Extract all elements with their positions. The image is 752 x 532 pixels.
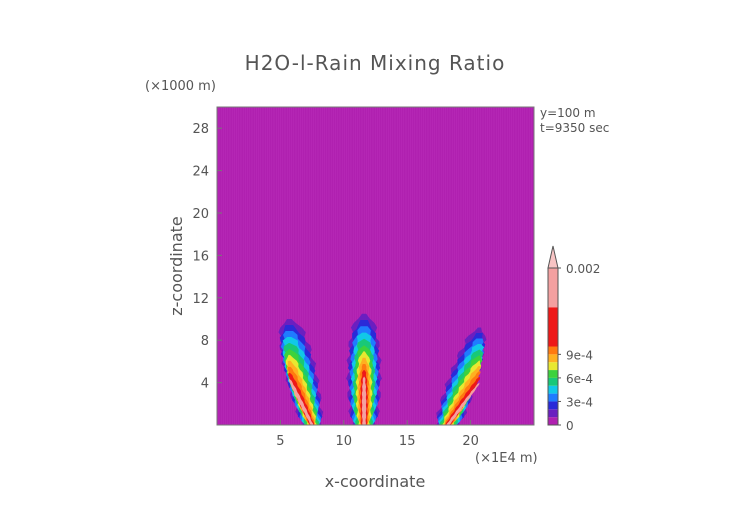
y-tick-label: 12 [192, 292, 209, 307]
plume-right-level-10 [446, 382, 480, 425]
y-tick-label: 16 [192, 249, 209, 264]
colorbar-swatch [548, 393, 558, 402]
colorbar-swatch [548, 307, 558, 347]
y-tick-label: 4 [201, 377, 209, 392]
chart-title: H2O-l-Rain Mixing Ratio [245, 51, 506, 75]
y-tick-label: 8 [201, 334, 209, 349]
plume-middle-level-10 [361, 376, 367, 425]
colorbar-swatch [548, 354, 558, 363]
x-axis-label: x-coordinate [325, 472, 426, 491]
colorbar-swatch [548, 409, 558, 418]
x-unit-label: (×1E4 m) [475, 451, 538, 466]
plot-frame [216, 106, 535, 426]
y-unit-label: (×1000 m) [145, 79, 216, 94]
y-tick-label: 20 [192, 207, 209, 222]
colorbar-label: 6e-4 [566, 372, 593, 386]
colorbar-swatch [548, 417, 558, 425]
colorbar: 0 3e-4 6e-4 9e-4 0.002 [547, 245, 600, 433]
colorbar-swatch [548, 377, 558, 386]
plume-right-level-9 [445, 377, 481, 425]
y-axis-label: z-coordinate [167, 216, 186, 316]
colorbar-swatch [548, 401, 558, 410]
x-tick-label: 20 [462, 434, 479, 449]
colorbar-label: 9e-4 [566, 348, 593, 362]
colorbar-label: 0.002 [566, 262, 600, 276]
x-tick-label: 10 [336, 434, 353, 449]
x-axis-ticks: 5 10 15 20 [276, 420, 479, 449]
colorbar-swatch [548, 370, 558, 378]
plume-left-level-9 [288, 372, 314, 425]
annotation-time: t=9350 sec [540, 121, 609, 135]
colorbar-overflow-arrow [547, 245, 559, 269]
plume-left-level-10 [288, 378, 314, 425]
plume-left [278, 319, 324, 425]
annotation-y-position: y=100 m [540, 106, 596, 120]
y-tick-label: 24 [192, 165, 209, 180]
y-tick-label: 28 [192, 122, 209, 137]
colorbar-label: 0 [566, 419, 574, 433]
x-tick-label: 5 [276, 434, 284, 449]
plume-right [436, 327, 487, 425]
colorbar-label: 3e-4 [566, 395, 593, 409]
colorbar-swatch [548, 346, 558, 355]
heatmap-plot-area [217, 107, 534, 425]
colorbar-swatch [548, 385, 558, 394]
plume-middle [346, 313, 382, 425]
colorbar-swatch [548, 362, 558, 371]
x-tick-label: 15 [399, 434, 416, 449]
colorbar-swatch [548, 268, 558, 308]
y-axis-ticks: 4 8 12 16 20 24 28 [192, 122, 222, 392]
